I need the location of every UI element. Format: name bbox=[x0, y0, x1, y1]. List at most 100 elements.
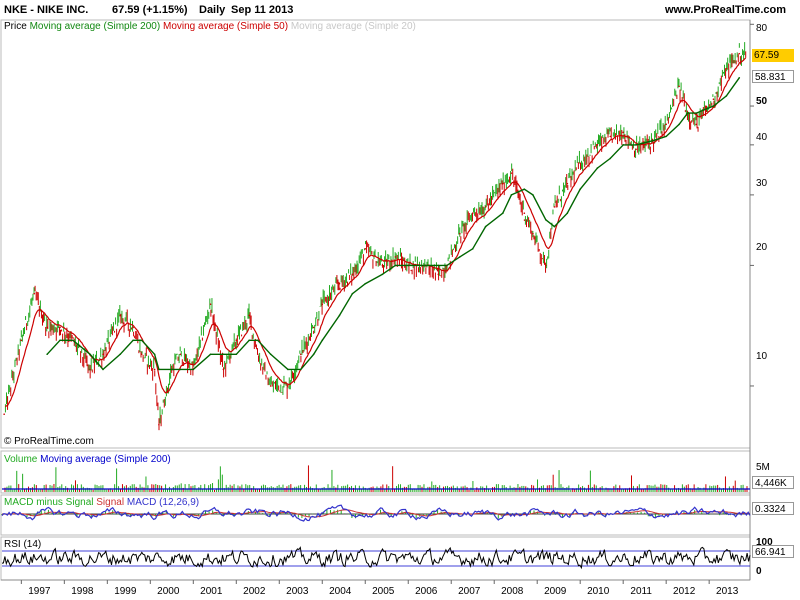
ma200-point bbox=[287, 368, 289, 371]
ma200-point bbox=[510, 194, 513, 196]
price-point bbox=[510, 172, 513, 174]
price-point bbox=[566, 182, 569, 185]
ma200-point bbox=[484, 225, 487, 228]
macd-value-tag: 0.3324 bbox=[752, 502, 794, 515]
x-tick-2004: 2004 bbox=[329, 586, 352, 597]
ma200-point bbox=[424, 264, 427, 267]
ma200-point bbox=[407, 264, 410, 267]
ma200-point bbox=[140, 339, 143, 342]
price-point bbox=[102, 353, 104, 356]
volume-ma-label: Moving average (Simple 200) bbox=[40, 454, 171, 465]
date-label: Sep 11 2013 bbox=[231, 4, 294, 16]
ma200-point bbox=[678, 123, 680, 126]
y-tick-50: 50 bbox=[756, 96, 768, 107]
volume-value-tag: 4,446K bbox=[752, 476, 794, 489]
rsi-y-tick-0: 0 bbox=[756, 566, 762, 577]
price-point bbox=[89, 368, 91, 371]
signal-label: Signal bbox=[96, 497, 125, 508]
ma200-point bbox=[523, 188, 526, 190]
y-tick-80: 80 bbox=[756, 23, 768, 34]
price-point bbox=[20, 339, 23, 342]
price-point bbox=[269, 385, 272, 387]
ma200-point bbox=[158, 368, 160, 371]
x-tick-2007: 2007 bbox=[458, 586, 481, 597]
price-point bbox=[738, 52, 741, 55]
y-tick-30: 30 bbox=[756, 178, 768, 189]
price-point bbox=[209, 303, 212, 306]
price-point bbox=[725, 67, 728, 70]
ma200-point bbox=[209, 353, 212, 356]
ma200-value-tag: 58.831 bbox=[752, 70, 794, 83]
ma200-point bbox=[119, 353, 122, 356]
price-point bbox=[299, 353, 302, 356]
price-point bbox=[471, 212, 474, 215]
x-tick-2009: 2009 bbox=[544, 586, 567, 597]
panel-frame-0 bbox=[0, 19, 751, 449]
y-tick-10: 10 bbox=[756, 351, 768, 362]
ma200-point bbox=[532, 194, 534, 196]
ma200-point bbox=[471, 248, 474, 250]
ma200-point bbox=[171, 368, 173, 371]
ma200-point bbox=[725, 95, 728, 97]
site-link[interactable]: www.ProRealTime.com bbox=[665, 4, 787, 16]
ma200-point bbox=[89, 353, 91, 356]
legend-ma50: Moving average (Simple 50) bbox=[162, 21, 289, 32]
panel-frame-3 bbox=[0, 536, 751, 581]
price-point bbox=[381, 264, 384, 267]
y-tick-20: 20 bbox=[756, 242, 768, 253]
x-tick-2000: 2000 bbox=[157, 586, 180, 597]
volume-legend: Volume Moving average (Simple 200) bbox=[4, 454, 171, 465]
volume-label: Volume bbox=[4, 454, 38, 465]
x-tick-2003: 2003 bbox=[286, 586, 309, 597]
price-point bbox=[437, 273, 440, 276]
ma200-point bbox=[622, 144, 624, 146]
volume-y-tick: 5M bbox=[756, 462, 770, 473]
price-point bbox=[635, 148, 637, 151]
ma200-point bbox=[446, 264, 448, 267]
price-point bbox=[222, 368, 225, 371]
x-tick-2001: 2001 bbox=[200, 586, 223, 597]
price-legend: Price Moving average (Simple 200) Moving… bbox=[4, 21, 416, 32]
ma200-point bbox=[609, 157, 612, 160]
y-tick-40: 40 bbox=[756, 132, 768, 143]
ma200-point bbox=[235, 353, 238, 356]
macd-line bbox=[1, 504, 751, 522]
x-tick-1997: 1997 bbox=[28, 586, 51, 597]
price-point bbox=[140, 353, 143, 356]
price-point bbox=[256, 353, 259, 356]
price-point bbox=[665, 123, 667, 126]
ma200-point bbox=[502, 212, 504, 215]
price-point bbox=[338, 282, 341, 285]
price-point bbox=[59, 326, 61, 329]
x-tick-2013: 2013 bbox=[716, 586, 739, 597]
price-point bbox=[712, 98, 715, 101]
x-tick-2011: 2011 bbox=[630, 586, 652, 597]
x-tick-1999: 1999 bbox=[114, 586, 137, 597]
price-point bbox=[553, 206, 556, 208]
ma200-point bbox=[635, 144, 637, 146]
price-point bbox=[394, 256, 397, 258]
signal-line bbox=[1, 509, 751, 518]
price-point bbox=[3, 413, 5, 416]
legend-ma200: Moving average (Simple 200) bbox=[29, 21, 161, 32]
ma200-point bbox=[338, 314, 341, 317]
price-change: 67.59 (+1.15%) bbox=[112, 4, 188, 16]
ma200-point bbox=[102, 368, 104, 371]
rsi-value-tag: 66.941 bbox=[752, 545, 794, 558]
price-point bbox=[132, 326, 134, 329]
ma200-point bbox=[72, 339, 74, 342]
price-point bbox=[596, 144, 599, 146]
rsi-line bbox=[1, 546, 751, 570]
rsi-label: RSI (14) bbox=[4, 539, 42, 550]
price-point bbox=[523, 212, 526, 215]
price-point bbox=[119, 314, 122, 317]
rsi-y-tick-100: 100 bbox=[756, 537, 773, 548]
price-point bbox=[609, 135, 612, 138]
ma200-point bbox=[248, 339, 250, 342]
ma200-point bbox=[59, 339, 61, 342]
price-point bbox=[364, 248, 367, 250]
legend-price: Price bbox=[4, 21, 27, 32]
price-point bbox=[153, 368, 156, 371]
ma200-point bbox=[46, 353, 48, 356]
x-tick-1998: 1998 bbox=[71, 586, 94, 597]
